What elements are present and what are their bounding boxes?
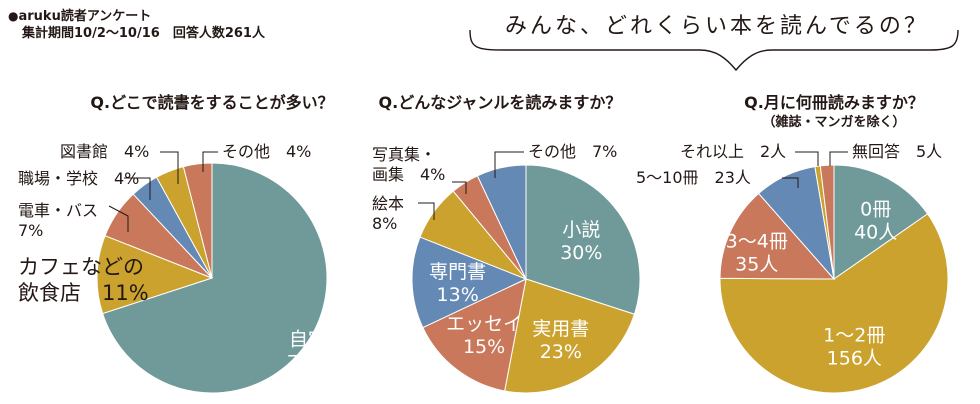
slice-label: 無回答 5人	[852, 142, 942, 161]
slice-value: 35人	[735, 254, 778, 276]
pie-slice-1	[525, 164, 641, 315]
slice-value: 40人	[854, 221, 897, 243]
pie-slice-4	[411, 236, 528, 329]
bullet-icon: ●	[8, 9, 19, 23]
slice-label: 1〜2冊	[823, 324, 885, 346]
leader-line	[782, 177, 799, 188]
leader-line	[829, 151, 848, 166]
leader-line	[160, 151, 179, 184]
pie-slice-1	[833, 164, 929, 280]
slice-label: エッセイ	[446, 313, 522, 335]
leader-line	[494, 151, 524, 178]
survey-period: 集計期間10/2〜10/16 回答人数261人	[22, 26, 265, 41]
slice-label: 電車・バス	[18, 201, 98, 220]
pie-slice-6	[819, 164, 835, 280]
slice-label: 職場・学校 4%	[18, 169, 139, 188]
slice-label: 飲食店 11%	[18, 281, 149, 305]
slice-value: 156人	[827, 347, 882, 369]
slice-value: 70%	[287, 352, 329, 374]
leader-line	[202, 151, 218, 172]
survey-title: aruku読者アンケート	[18, 9, 152, 24]
leader-line	[124, 177, 151, 200]
pie-slice-2	[719, 213, 949, 394]
slice-value: 30%	[560, 242, 602, 264]
leader-line	[418, 202, 435, 220]
slice-label: 専門書	[429, 261, 486, 283]
slice-label: 写真集・	[372, 145, 436, 164]
slice-label: 図書館 4%	[60, 142, 149, 161]
chart-title: Q.月に何冊読みますか？	[744, 93, 924, 112]
chart-subtitle: （雑誌・マンガを除く）	[762, 114, 905, 130]
slice-label: 絵本	[372, 194, 404, 213]
chart-title: Q.どこで読書をすることが多い？	[90, 93, 333, 112]
chart-title: Q.どんなジャンルを読みますか？	[379, 93, 622, 112]
slice-label: その他 4%	[222, 142, 311, 161]
pie-slice-7	[476, 164, 527, 280]
slice-value: 15%	[463, 336, 505, 358]
catch-copy: みんな、どれくらい本を読んでるの？	[505, 14, 929, 39]
slice-label: 0冊	[860, 198, 891, 220]
slice-value: 23%	[540, 341, 582, 363]
pie-slice-3	[719, 192, 836, 280]
slice-label: 7%	[18, 221, 43, 240]
pie-slice-1	[101, 162, 328, 394]
slice-label: 画集 4%	[372, 165, 445, 184]
slice-label: その他 7%	[528, 142, 617, 161]
leader-line	[452, 181, 467, 194]
speech-bubble-outline	[469, 29, 959, 72]
leader-line	[108, 205, 129, 232]
leader-line	[795, 151, 819, 166]
slice-label: 小説	[562, 219, 600, 241]
slice-label: 実用書	[532, 318, 589, 340]
slice-value: 13%	[437, 284, 479, 306]
pie-slice-6	[182, 162, 213, 279]
survey-header: ●aruku読者アンケート 集計期間10/2〜10/16 回答人数261人	[8, 8, 265, 42]
pie-slice-2	[96, 235, 214, 315]
pie-slice-3	[422, 278, 527, 392]
pie-slice-2	[504, 278, 636, 394]
slice-label: 自宅	[289, 329, 327, 351]
slice-label: 8%	[372, 214, 397, 233]
slice-label: 5〜10冊 23人	[636, 168, 751, 187]
slice-label: それ以上 2人	[680, 142, 786, 161]
slice-label: 3〜4冊	[726, 231, 788, 253]
slice-label: カフェなどの	[18, 255, 144, 279]
